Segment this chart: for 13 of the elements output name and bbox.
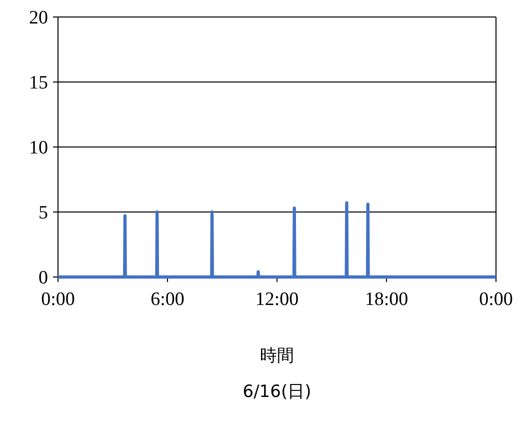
x-tick-label: 18:00 xyxy=(364,289,408,310)
x-tick-label: 0:00 xyxy=(41,289,75,310)
text: 6/16(日) xyxy=(242,382,312,402)
y-tick-label: 10 xyxy=(29,138,48,159)
x-tick-label: 12:00 xyxy=(255,289,299,310)
y-tick-label: 5 xyxy=(38,202,48,224)
line-series xyxy=(56,201,498,279)
x-tick-label: 6:00 xyxy=(150,289,184,310)
x-axis-title: 時間 xyxy=(260,346,294,366)
y-tick-label: 20 xyxy=(29,8,48,29)
y-tick-label: 15 xyxy=(29,72,48,94)
x-tick-label: 0:00 xyxy=(479,289,513,310)
y-tick-label: 0 xyxy=(38,268,48,289)
